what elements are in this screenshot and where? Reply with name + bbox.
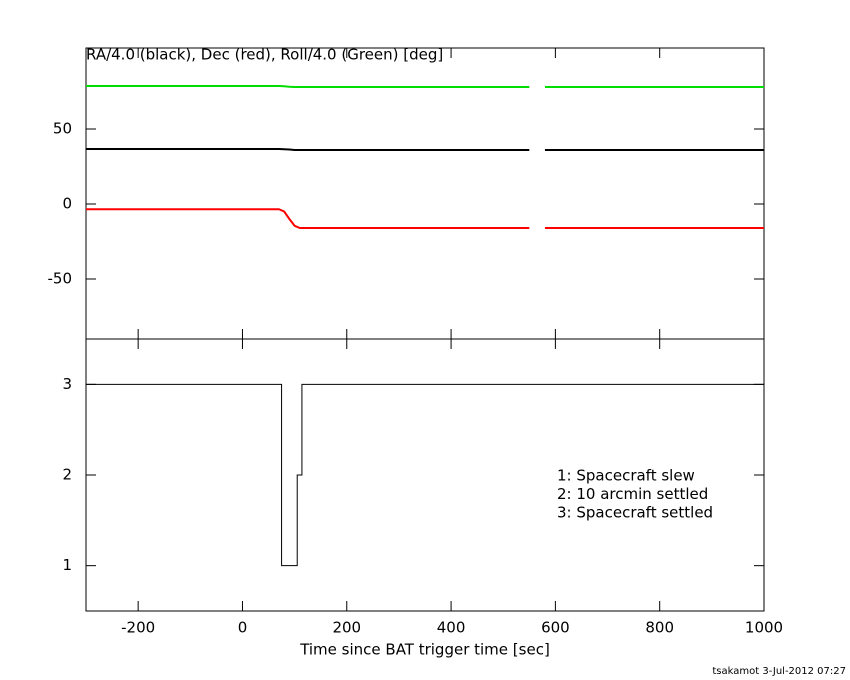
annotation: 3: Spacecraft settled bbox=[557, 504, 713, 522]
x-tick-label: 800 bbox=[645, 619, 674, 637]
data-line bbox=[86, 84, 764, 88]
x-tick-label: -200 bbox=[121, 619, 155, 637]
y-tick-label: -50 bbox=[48, 270, 73, 288]
x-axis-label: Time since BAT trigger time [sec] bbox=[299, 641, 550, 659]
y-tick-label: 3 bbox=[62, 375, 72, 393]
x-tick-label: 200 bbox=[332, 619, 361, 637]
x-tick-label: 400 bbox=[437, 619, 466, 637]
data-line bbox=[86, 147, 764, 151]
annotation: 1: Spacecraft slew bbox=[557, 467, 695, 485]
x-tick-label: 0 bbox=[238, 619, 248, 637]
annotation: 2: 10 arcmin settled bbox=[557, 485, 708, 503]
footer: tsakamot 3-Jul-2012 07:27 bbox=[712, 666, 846, 677]
x-tick-label: 1000 bbox=[745, 619, 783, 637]
data-line bbox=[86, 383, 764, 567]
x-tick-label: 600 bbox=[541, 619, 570, 637]
y-tick-label: 1 bbox=[62, 556, 72, 574]
y-tick-label: 2 bbox=[62, 466, 72, 484]
chart-title: RA/4.0 (black), Dec (red), Roll/4.0 (Gre… bbox=[86, 46, 443, 64]
data-line bbox=[86, 208, 764, 229]
y-tick-label: 0 bbox=[62, 195, 72, 213]
y-tick-label: 50 bbox=[53, 120, 72, 138]
